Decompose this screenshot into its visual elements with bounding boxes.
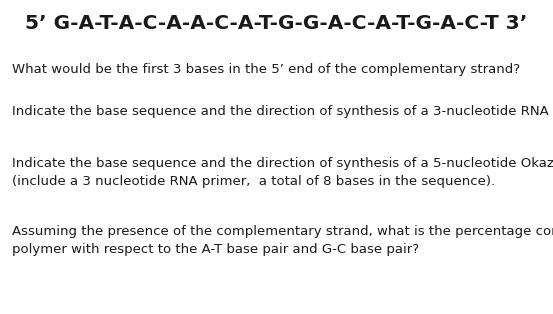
- Text: Indicate the base sequence and the direction of synthesis of a 5-nucleotide Okaz: Indicate the base sequence and the direc…: [12, 157, 553, 188]
- Text: What would be the first 3 bases in the 5’ end of the complementary strand?: What would be the first 3 bases in the 5…: [12, 63, 520, 76]
- Text: Assuming the presence of the complementary strand, what is the percentage compos: Assuming the presence of the complementa…: [12, 225, 553, 256]
- Text: 5’ G-A-T-A-C-A-A-C-A-T-G-G-A-C-A-T-G-A-C-T 3’: 5’ G-A-T-A-C-A-A-C-A-T-G-G-A-C-A-T-G-A-C…: [25, 14, 528, 33]
- Text: Indicate the base sequence and the direction of synthesis of a 3-nucleotide RNA : Indicate the base sequence and the direc…: [12, 105, 553, 118]
